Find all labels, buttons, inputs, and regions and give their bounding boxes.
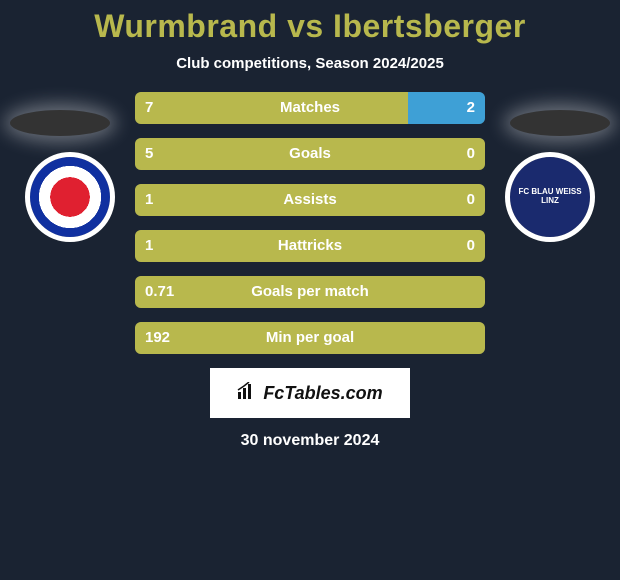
team-crest-right: FC BLAU WEISS LINZ	[505, 152, 595, 242]
stat-value-b: 0	[467, 230, 475, 262]
stat-row: Hattricks1 0	[135, 230, 485, 262]
stat-value-a: 1	[145, 230, 153, 262]
stat-value-b: 2	[467, 92, 475, 124]
stat-row: Min per goal192	[135, 322, 485, 354]
stat-value-a: 5	[145, 138, 153, 170]
spotlight-left	[10, 110, 110, 136]
page-title: Wurmbrand vs Ibertsberger	[0, 0, 620, 45]
team-crest-left	[25, 152, 115, 242]
stat-bars: Matches72Goals50Assists10Hattricks10Goal…	[135, 92, 485, 354]
stat-row: Matches7 2	[135, 92, 485, 124]
stat-label: Hattricks	[135, 230, 485, 262]
stat-row: Goals per match0.71	[135, 276, 485, 308]
stat-label: Goals per match	[135, 276, 485, 308]
brand-text: FcTables.com	[263, 383, 382, 404]
crest-right-ring	[505, 152, 595, 242]
stat-label: Goals	[135, 138, 485, 170]
spotlight-right	[510, 110, 610, 136]
subtitle: Club competitions, Season 2024/2025	[0, 55, 620, 72]
crest-left-ring	[25, 152, 115, 242]
date-text: 30 november 2024	[0, 432, 620, 450]
stat-label: Matches	[135, 92, 485, 124]
stat-row: Goals5 0	[135, 138, 485, 170]
stat-row: Assists1 0	[135, 184, 485, 216]
stat-value-a: 7	[145, 92, 153, 124]
brand-chart-icon	[237, 382, 257, 405]
stat-value-a: 192	[145, 322, 170, 354]
stat-value-a: 1	[145, 184, 153, 216]
stat-value-a: 0.71	[145, 276, 174, 308]
brand-box: FcTables.com	[210, 368, 410, 418]
stat-label: Assists	[135, 184, 485, 216]
stat-label: Min per goal	[135, 322, 485, 354]
comparison-arena: FC BLAU WEISS LINZ Matches72Goals50Assis…	[0, 92, 620, 354]
stat-value-b: 0	[467, 138, 475, 170]
stat-value-b: 0	[467, 184, 475, 216]
